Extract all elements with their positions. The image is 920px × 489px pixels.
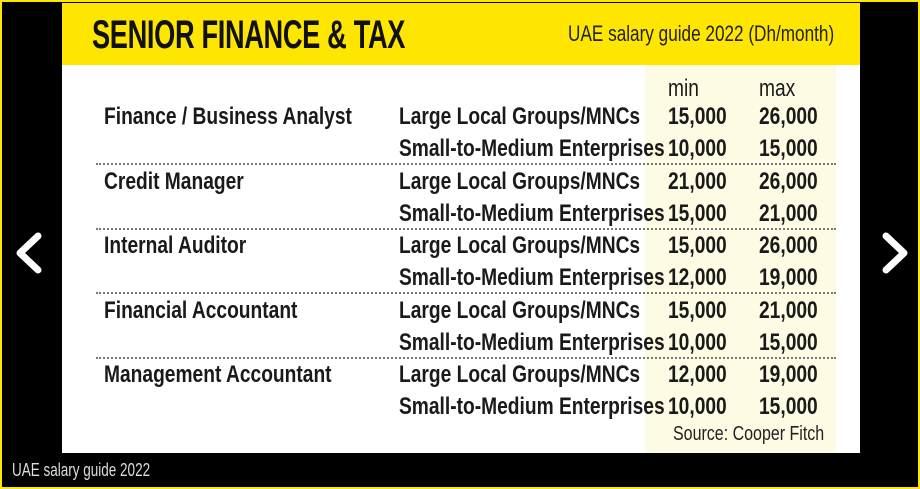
row-divider <box>96 357 836 359</box>
min-salary: 12,000 <box>668 264 727 291</box>
chevron-right-icon <box>882 232 908 274</box>
role-label: Finance / Business Analyst <box>104 103 352 130</box>
salary-table-image: SENIOR FINANCE & TAX UAE salary guide 20… <box>62 3 860 453</box>
segment-label: Large Local Groups/MNCs <box>399 297 641 324</box>
min-salary: 10,000 <box>668 393 727 420</box>
segment-label: Large Local Groups/MNCs <box>399 232 641 259</box>
image-caption: UAE salary guide 2022 <box>12 460 151 480</box>
min-salary: 15,000 <box>668 200 727 227</box>
min-salary: 15,000 <box>668 297 727 324</box>
min-salary: 15,000 <box>668 232 727 259</box>
source-note: Source: Cooper Fitch <box>673 423 825 445</box>
max-salary: 19,000 <box>759 264 818 291</box>
min-salary: 10,000 <box>668 135 727 162</box>
page-title: SENIOR FINANCE & TAX <box>92 13 406 57</box>
previous-button[interactable] <box>10 228 50 278</box>
segment-label: Small-to-Medium Enterprises <box>399 264 665 291</box>
role-label: Credit Manager <box>104 168 244 195</box>
max-salary: 26,000 <box>759 168 818 195</box>
role-label: Management Accountant <box>104 361 332 388</box>
segment-label: Small-to-Medium Enterprises <box>399 329 665 356</box>
max-salary: 21,000 <box>759 297 818 324</box>
segment-label: Large Local Groups/MNCs <box>399 168 641 195</box>
min-header: min <box>668 75 699 102</box>
max-salary: 15,000 <box>759 135 818 162</box>
row-divider <box>96 163 836 165</box>
segment-label: Large Local Groups/MNCs <box>399 103 641 130</box>
max-salary: 15,000 <box>759 393 818 420</box>
max-salary: 26,000 <box>759 103 818 130</box>
segment-label: Large Local Groups/MNCs <box>399 361 641 388</box>
max-salary: 26,000 <box>759 232 818 259</box>
role-label: Internal Auditor <box>104 232 247 259</box>
segment-label: Small-to-Medium Enterprises <box>399 135 665 162</box>
min-salary: 12,000 <box>668 361 727 388</box>
subtitle: UAE salary guide 2022 (Dh/month) <box>567 21 834 46</box>
role-label: Financial Accountant <box>104 297 298 324</box>
max-salary: 19,000 <box>759 361 818 388</box>
min-salary: 21,000 <box>668 168 727 195</box>
segment-label: Small-to-Medium Enterprises <box>399 200 665 227</box>
row-divider <box>96 228 836 230</box>
header-bar: SENIOR FINANCE & TAX UAE salary guide 20… <box>62 3 860 65</box>
max-header: max <box>759 75 796 102</box>
row-divider <box>96 292 836 294</box>
next-button[interactable] <box>874 228 914 278</box>
segment-label: Small-to-Medium Enterprises <box>399 393 665 420</box>
min-salary: 10,000 <box>668 329 727 356</box>
salary-column-shade <box>645 65 836 453</box>
min-salary: 15,000 <box>668 103 727 130</box>
chevron-left-icon <box>16 232 42 274</box>
max-salary: 21,000 <box>759 200 818 227</box>
max-salary: 15,000 <box>759 329 818 356</box>
